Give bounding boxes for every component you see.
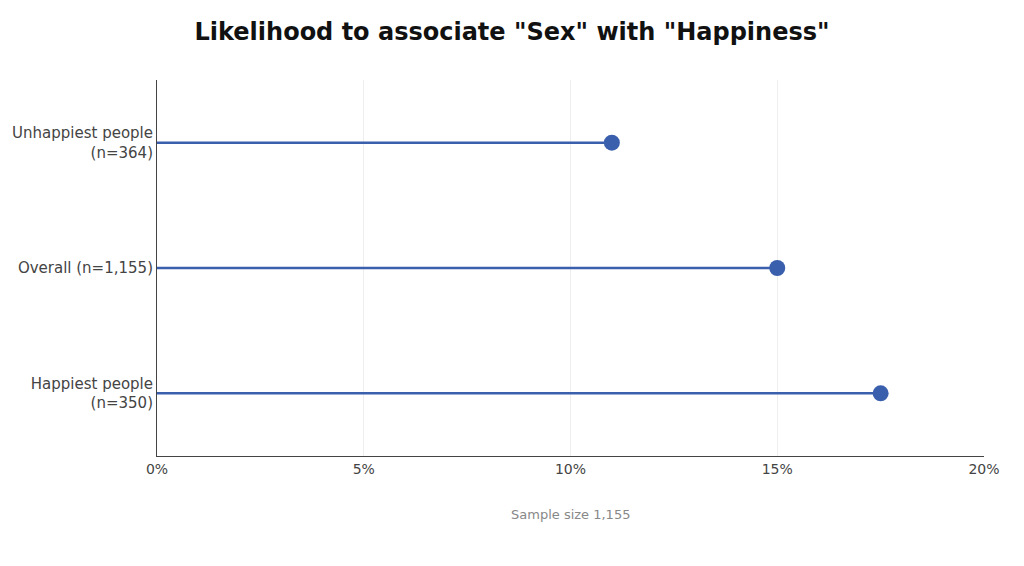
- svg-text:15%: 15%: [762, 461, 793, 477]
- svg-text:Overall (n=1,155): Overall (n=1,155): [18, 259, 153, 277]
- svg-text:20%: 20%: [968, 461, 999, 477]
- svg-text:Sample size 1,155: Sample size 1,155: [511, 507, 630, 522]
- svg-text:5%: 5%: [353, 461, 375, 477]
- svg-text:10%: 10%: [555, 461, 586, 477]
- svg-text:Happiest people(n=350): Happiest people(n=350): [31, 375, 153, 413]
- svg-text:Likelihood to associate "Sex": Likelihood to associate "Sex" with "Happ…: [194, 18, 829, 46]
- svg-text:Unhappiest people(n=364): Unhappiest people(n=364): [12, 124, 153, 162]
- svg-text:0%: 0%: [146, 461, 168, 477]
